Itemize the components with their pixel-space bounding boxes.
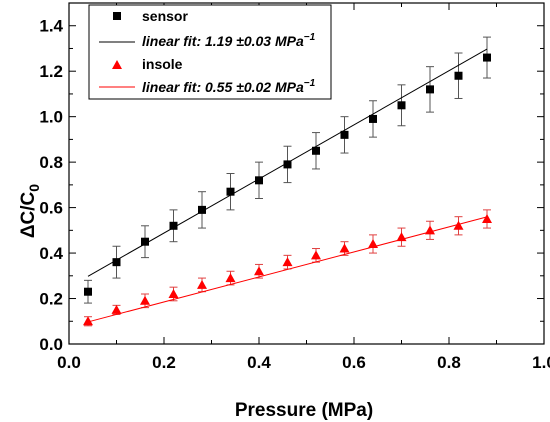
sensor-point (283, 160, 292, 169)
sensor-point (226, 187, 235, 196)
sensor-point (141, 237, 149, 246)
y-tick-label: 1.4 (39, 17, 63, 36)
legend-insole-fit-sup: −1 (304, 78, 316, 89)
y-tick-label: 1.0 (39, 108, 63, 127)
sensor-point (397, 101, 406, 110)
insole-fit-line (87, 216, 488, 323)
x-tick-label: 0.6 (342, 353, 366, 372)
y-axis-title: ΔC/C0 (18, 184, 42, 238)
legend-insole-fit-text: linear fit: 0.55 ±0.02 MPa (142, 79, 304, 95)
x-tick-label: 0.4 (247, 353, 271, 372)
legend-sensor-fit-text: linear fit: 1.19 ±0.03 MPa (142, 33, 304, 49)
legend-sensor-fit-sup: −1 (304, 32, 316, 43)
y-axis-title-main: ΔC/C (18, 191, 39, 238)
markers (83, 53, 492, 326)
insole-point (254, 266, 264, 276)
sensor-point (169, 221, 178, 230)
insole-point (339, 243, 350, 253)
y-axis-ticks: 0.0 0.2 0.4 0.6 0.8 1.0 1.2 1.4 (39, 2, 544, 354)
y-tick-label: 0.8 (39, 153, 63, 172)
y-axis-title-subscript: 0 (26, 184, 42, 192)
legend-insole-fit-label: linear fit: 0.55 ±0.02 MPa−1 (142, 78, 316, 95)
sensor-point (84, 287, 92, 296)
legend-sensor-label: sensor (142, 8, 188, 24)
legend-box (88, 4, 332, 100)
sensor-point (312, 146, 320, 155)
y-tick-label: 0.4 (39, 244, 63, 263)
insole-point (396, 232, 407, 242)
insole-point (83, 316, 93, 326)
sensor-point (483, 53, 491, 62)
insole-point (168, 288, 179, 298)
sensor-point (198, 205, 206, 214)
legend-insole-label: insole (142, 56, 183, 72)
insole-point (311, 250, 321, 260)
sensor-point (426, 85, 434, 94)
x-tick-label: 0.8 (437, 353, 461, 372)
x-tick-label: 0.0 (57, 353, 81, 372)
sensor-point (369, 114, 377, 123)
legend-sensor-marker (113, 12, 121, 20)
y-tick-label: 1.2 (39, 62, 63, 81)
legend-sensor-fit-label: linear fit: 1.19 ±0.03 MPa−1 (142, 32, 316, 49)
insole-point (368, 238, 378, 248)
x-axis-title: Pressure (MPa) (235, 400, 373, 421)
insole-point (425, 225, 435, 235)
y-tick-label: 0.0 (39, 335, 63, 354)
sensor-point (255, 176, 263, 185)
x-axis-ticks: 0.0 0.2 0.4 0.6 0.8 1.0 (57, 3, 550, 372)
insole-point (482, 213, 492, 223)
legend-insole-marker (112, 60, 122, 69)
x-tick-label: 1.0 (532, 353, 550, 372)
insole-point (111, 304, 122, 314)
x-tick-label: 0.2 (152, 353, 176, 372)
insole-point (225, 273, 236, 283)
insole-point (140, 295, 150, 305)
insole-point (453, 220, 464, 230)
y-tick-label: 0.6 (39, 199, 63, 218)
insole-point (197, 279, 207, 289)
legend: sensor linear fit: 1.19 ±0.03 MPa−1 inso… (88, 4, 332, 100)
sensor-point (454, 71, 463, 80)
sensor-point (340, 130, 349, 139)
sensor-point (112, 258, 121, 267)
insole-point (282, 257, 293, 267)
y-tick-label: 0.2 (39, 290, 63, 309)
